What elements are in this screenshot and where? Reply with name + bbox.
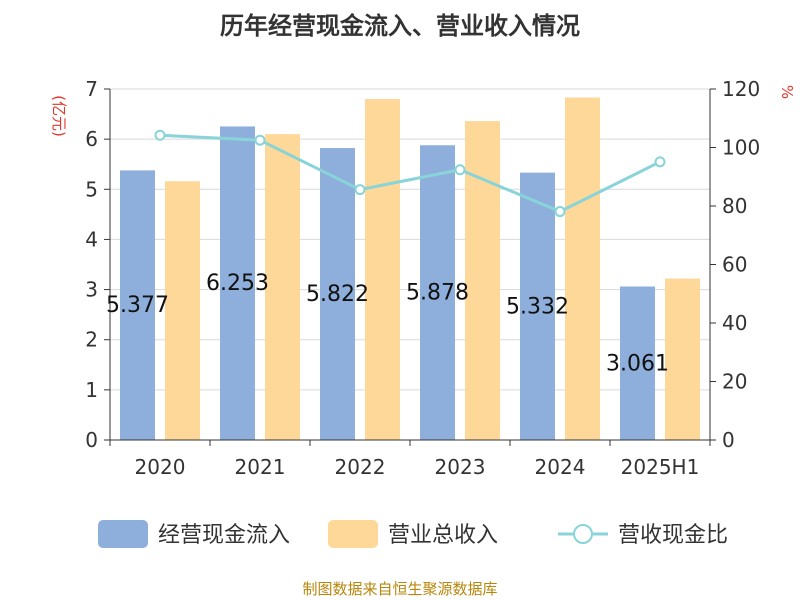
y-left-tick-label: 0 <box>85 428 98 452</box>
legend-swatch-revenue <box>328 520 378 548</box>
y-left-axis-label: (亿元) <box>50 95 68 137</box>
y-left-tick-label: 6 <box>85 127 98 151</box>
revenue-bar <box>165 181 200 440</box>
revenue-bar <box>565 97 600 440</box>
line-series <box>154 129 666 218</box>
legend-label: 营收现金比 <box>618 523 728 548</box>
revenue-bar <box>365 99 400 441</box>
x-tick-label: 2020 <box>135 455 186 479</box>
y-left-tick-label: 4 <box>85 227 98 251</box>
cash-inflow-data-label: 5.822 <box>306 282 369 307</box>
ratio-line <box>159 133 661 214</box>
x-tick-label: 2023 <box>435 455 486 479</box>
chart-title: 历年经营现金流入、营业收入情况 <box>220 12 580 40</box>
y-right-tick-label: 40 <box>722 311 747 335</box>
legend: 经营现金流入 营业总收入 营收现金比 <box>98 520 728 548</box>
cash-inflow-data-label: 6.253 <box>206 271 269 296</box>
cash-inflow-data-label: 3.061 <box>606 351 669 376</box>
ratio-point <box>354 184 366 196</box>
legend-label: 经营现金流入 <box>158 523 290 548</box>
cash-inflow-bar <box>520 172 555 440</box>
x-tick-label: 2022 <box>335 455 386 479</box>
y-right-tick-label: 20 <box>722 370 747 394</box>
ratio-point <box>454 164 466 176</box>
cash-inflow-bar <box>620 286 655 440</box>
y-right-tick-label: 100 <box>722 136 760 160</box>
cash-inflow-bar <box>220 126 255 440</box>
x-tick-label: 2025H1 <box>621 455 700 479</box>
cash-inflow-data-label: 5.878 <box>406 281 469 306</box>
data-labels: 5.377 6.253 5.822 5.878 5.332 3.061 <box>106 271 669 376</box>
revenue-bar <box>465 121 500 440</box>
y-left-tick-label: 7 <box>85 77 98 101</box>
x-tick-label: 2024 <box>535 455 586 479</box>
y-left-tick-label: 3 <box>85 278 98 302</box>
ratio-point <box>654 156 666 168</box>
y-right-tick-label: 0 <box>722 428 735 452</box>
legend-label: 营业总收入 <box>388 523 498 548</box>
legend-swatch-cash-inflow <box>98 520 148 548</box>
y-left-tick-label: 1 <box>85 378 98 402</box>
axes: 0 1 2 3 4 5 6 7 0 20 40 60 80 100 120 (亿元)% 2020 2021 2022… <box>50 77 796 479</box>
y-right-axis-label: % <box>778 85 796 99</box>
y-right-tick-label: 60 <box>722 253 747 277</box>
cash-inflow-bar <box>420 145 455 440</box>
y-right-tick-label: 120 <box>722 77 760 101</box>
ratio-point <box>154 129 166 141</box>
legend-marker-ratio <box>573 524 593 544</box>
revenue-bar <box>265 134 300 440</box>
y-left-tick-label: 5 <box>85 177 98 201</box>
cash-inflow-data-label: 5.377 <box>106 293 169 318</box>
cash-inflow-bar <box>120 170 155 441</box>
ratio-point <box>554 206 566 218</box>
y-right-tick-label: 80 <box>722 194 747 218</box>
cash-inflow-data-label: 5.332 <box>506 294 569 319</box>
revenue-bar <box>665 278 700 440</box>
bar-series <box>120 97 700 441</box>
gridlines <box>110 88 710 391</box>
cash-inflow-bar <box>320 148 355 440</box>
y-left-tick-label: 2 <box>85 328 98 352</box>
source-note: 制图数据来自恒生聚源数据库 <box>302 580 498 598</box>
x-tick-label: 2021 <box>235 455 286 479</box>
ratio-point <box>254 134 266 146</box>
